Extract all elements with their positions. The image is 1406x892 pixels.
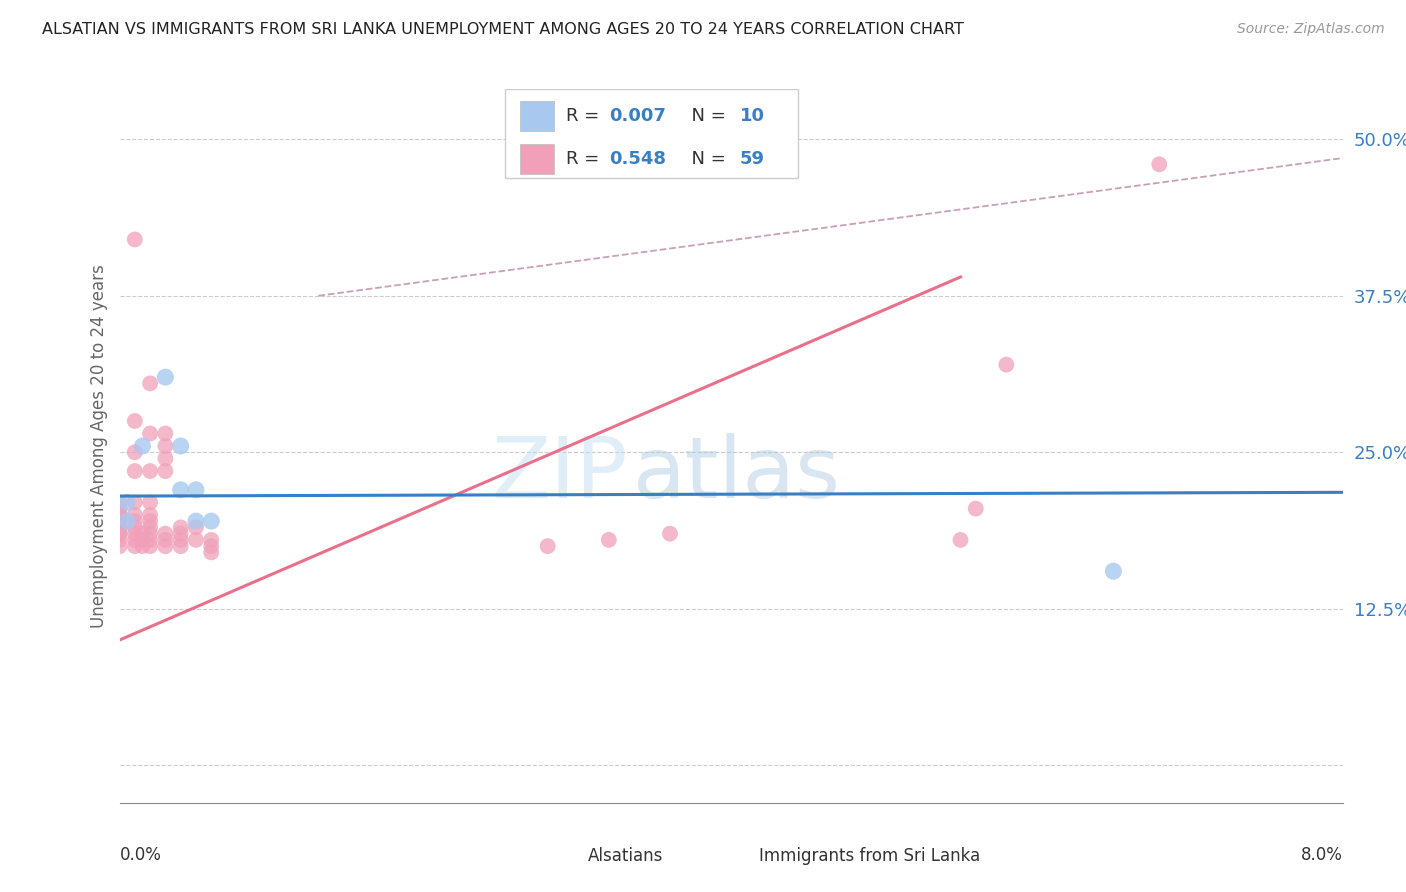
Point [598,533,620,547]
Point [131,439,153,453]
Bar [519,101,554,131]
Point [124,514,146,528]
Point [155,370,177,384]
Point [139,426,162,441]
Point [139,533,162,547]
Point [537,539,560,553]
Point [169,533,191,547]
Point [169,520,191,534]
Point [139,376,162,391]
Text: N =: N = [679,107,731,125]
Point [139,526,162,541]
Point [139,539,162,553]
Point [200,539,222,553]
Point [124,414,146,428]
Text: atlas: atlas [633,433,841,516]
Point [184,533,207,547]
Point [108,526,131,541]
Point [155,464,177,478]
Point [131,526,153,541]
Point [155,539,177,553]
Point [184,520,207,534]
Text: 0.0%: 0.0% [120,846,162,863]
Point [108,495,131,509]
Point [169,483,191,497]
Point [124,508,146,522]
Point [139,514,162,528]
Text: 10: 10 [740,107,765,125]
Text: Alsatians: Alsatians [588,847,664,865]
Point [995,358,1018,372]
Bar [519,144,554,174]
Bar [554,845,581,868]
Point [965,501,987,516]
Text: N =: N = [679,150,731,168]
Point [124,520,146,534]
Point [200,533,222,547]
Point [184,483,207,497]
Point [124,533,146,547]
Point [200,514,222,528]
Point [139,520,162,534]
Point [155,439,177,453]
Point [169,439,191,453]
Point [139,508,162,522]
Y-axis label: Unemployment Among Ages 20 to 24 years: Unemployment Among Ages 20 to 24 years [90,264,108,628]
Point [108,520,131,534]
Point [139,464,162,478]
Point [658,526,681,541]
Point [1102,564,1125,578]
Point [169,526,191,541]
Text: Immigrants from Sri Lanka: Immigrants from Sri Lanka [759,847,980,865]
FancyBboxPatch shape [505,89,799,178]
Point [139,495,162,509]
Point [184,514,207,528]
Point [124,495,146,509]
Point [124,232,146,246]
Point [155,451,177,466]
Point [124,445,146,459]
Point [108,539,131,553]
Point [108,508,131,522]
Point [949,533,972,547]
Bar [725,845,752,868]
Point [155,533,177,547]
Point [124,539,146,553]
Point [124,526,146,541]
Text: ALSATIAN VS IMMIGRANTS FROM SRI LANKA UNEMPLOYMENT AMONG AGES 20 TO 24 YEARS COR: ALSATIAN VS IMMIGRANTS FROM SRI LANKA UN… [42,22,965,37]
Point [131,539,153,553]
Text: Source: ZipAtlas.com: Source: ZipAtlas.com [1237,22,1385,37]
Point [108,508,131,522]
Point [155,426,177,441]
Point [131,533,153,547]
Point [200,545,222,559]
Point [108,533,131,547]
Point [1149,157,1171,171]
Point [108,501,131,516]
Point [124,464,146,478]
Text: ZIP: ZIP [491,433,627,516]
Text: R =: R = [567,107,605,125]
Point [155,526,177,541]
Point [108,514,131,528]
Point [169,539,191,553]
Point [108,526,131,541]
Text: 8.0%: 8.0% [1301,846,1343,863]
Text: R =: R = [567,150,605,168]
Text: 0.007: 0.007 [609,107,665,125]
Point [115,514,138,528]
Point [115,495,138,509]
Text: 59: 59 [740,150,765,168]
Text: 0.548: 0.548 [609,150,666,168]
Point [108,514,131,528]
Point [108,520,131,534]
